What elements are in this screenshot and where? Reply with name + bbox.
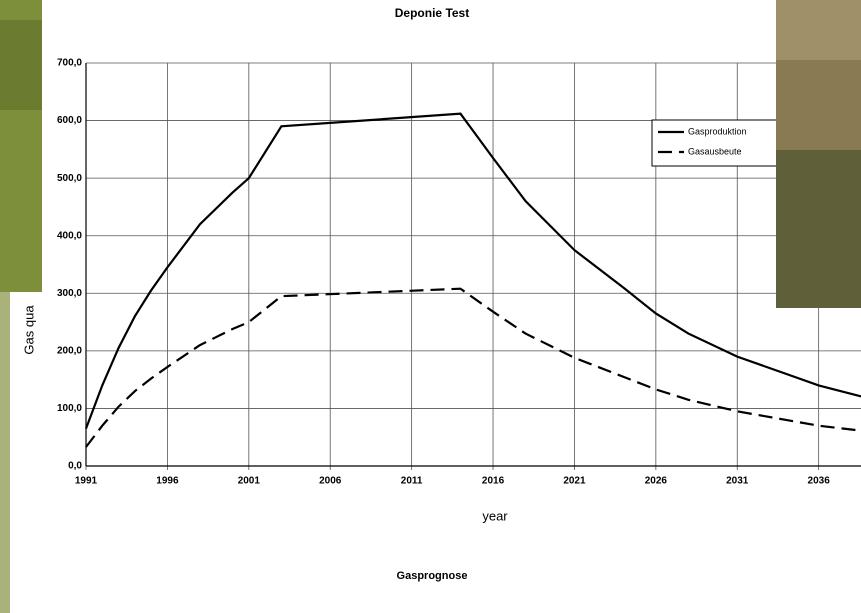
y-tick-label: 300,0 bbox=[57, 288, 82, 299]
x-tick-label: 2021 bbox=[563, 476, 586, 487]
photo-plants bbox=[776, 150, 861, 308]
x-tick-label: 2016 bbox=[482, 476, 505, 487]
caption: Gasprognose bbox=[397, 570, 468, 582]
y-axis-label: Gas qua bbox=[21, 305, 36, 355]
x-tick-label: 1991 bbox=[75, 476, 98, 487]
photo-strip bbox=[0, 292, 10, 613]
background bbox=[0, 0, 861, 613]
x-tick-label: 2031 bbox=[726, 476, 749, 487]
x-tick-label: 2011 bbox=[401, 476, 423, 487]
chart-title: Deponie Test bbox=[395, 6, 469, 20]
photo-light bbox=[776, 0, 861, 60]
y-tick-label: 400,0 bbox=[57, 230, 82, 241]
x-tick-label: 1996 bbox=[156, 476, 179, 487]
y-tick-label: 100,0 bbox=[57, 403, 82, 414]
x-tick-label: 2036 bbox=[808, 476, 831, 487]
y-tick-label: 500,0 bbox=[57, 173, 82, 184]
legend-label: Gasproduktion bbox=[688, 126, 747, 136]
y-tick-label: 200,0 bbox=[57, 345, 82, 356]
photo-right bbox=[776, 0, 861, 308]
x-axis-label: year bbox=[482, 508, 508, 523]
photo-shade bbox=[0, 20, 42, 110]
x-tick-label: 2001 bbox=[238, 476, 261, 487]
x-tick-label: 2026 bbox=[645, 476, 668, 487]
chart: Deponie Test year Gasprognose Gas qua 0,… bbox=[0, 0, 861, 613]
legend-label: Gasausbeute bbox=[688, 146, 742, 156]
y-tick-label: 600,0 bbox=[57, 115, 82, 126]
y-tick-label: 700,0 bbox=[57, 58, 82, 69]
x-tick-label: 2006 bbox=[319, 476, 342, 487]
y-tick-label: 0,0 bbox=[68, 461, 82, 472]
